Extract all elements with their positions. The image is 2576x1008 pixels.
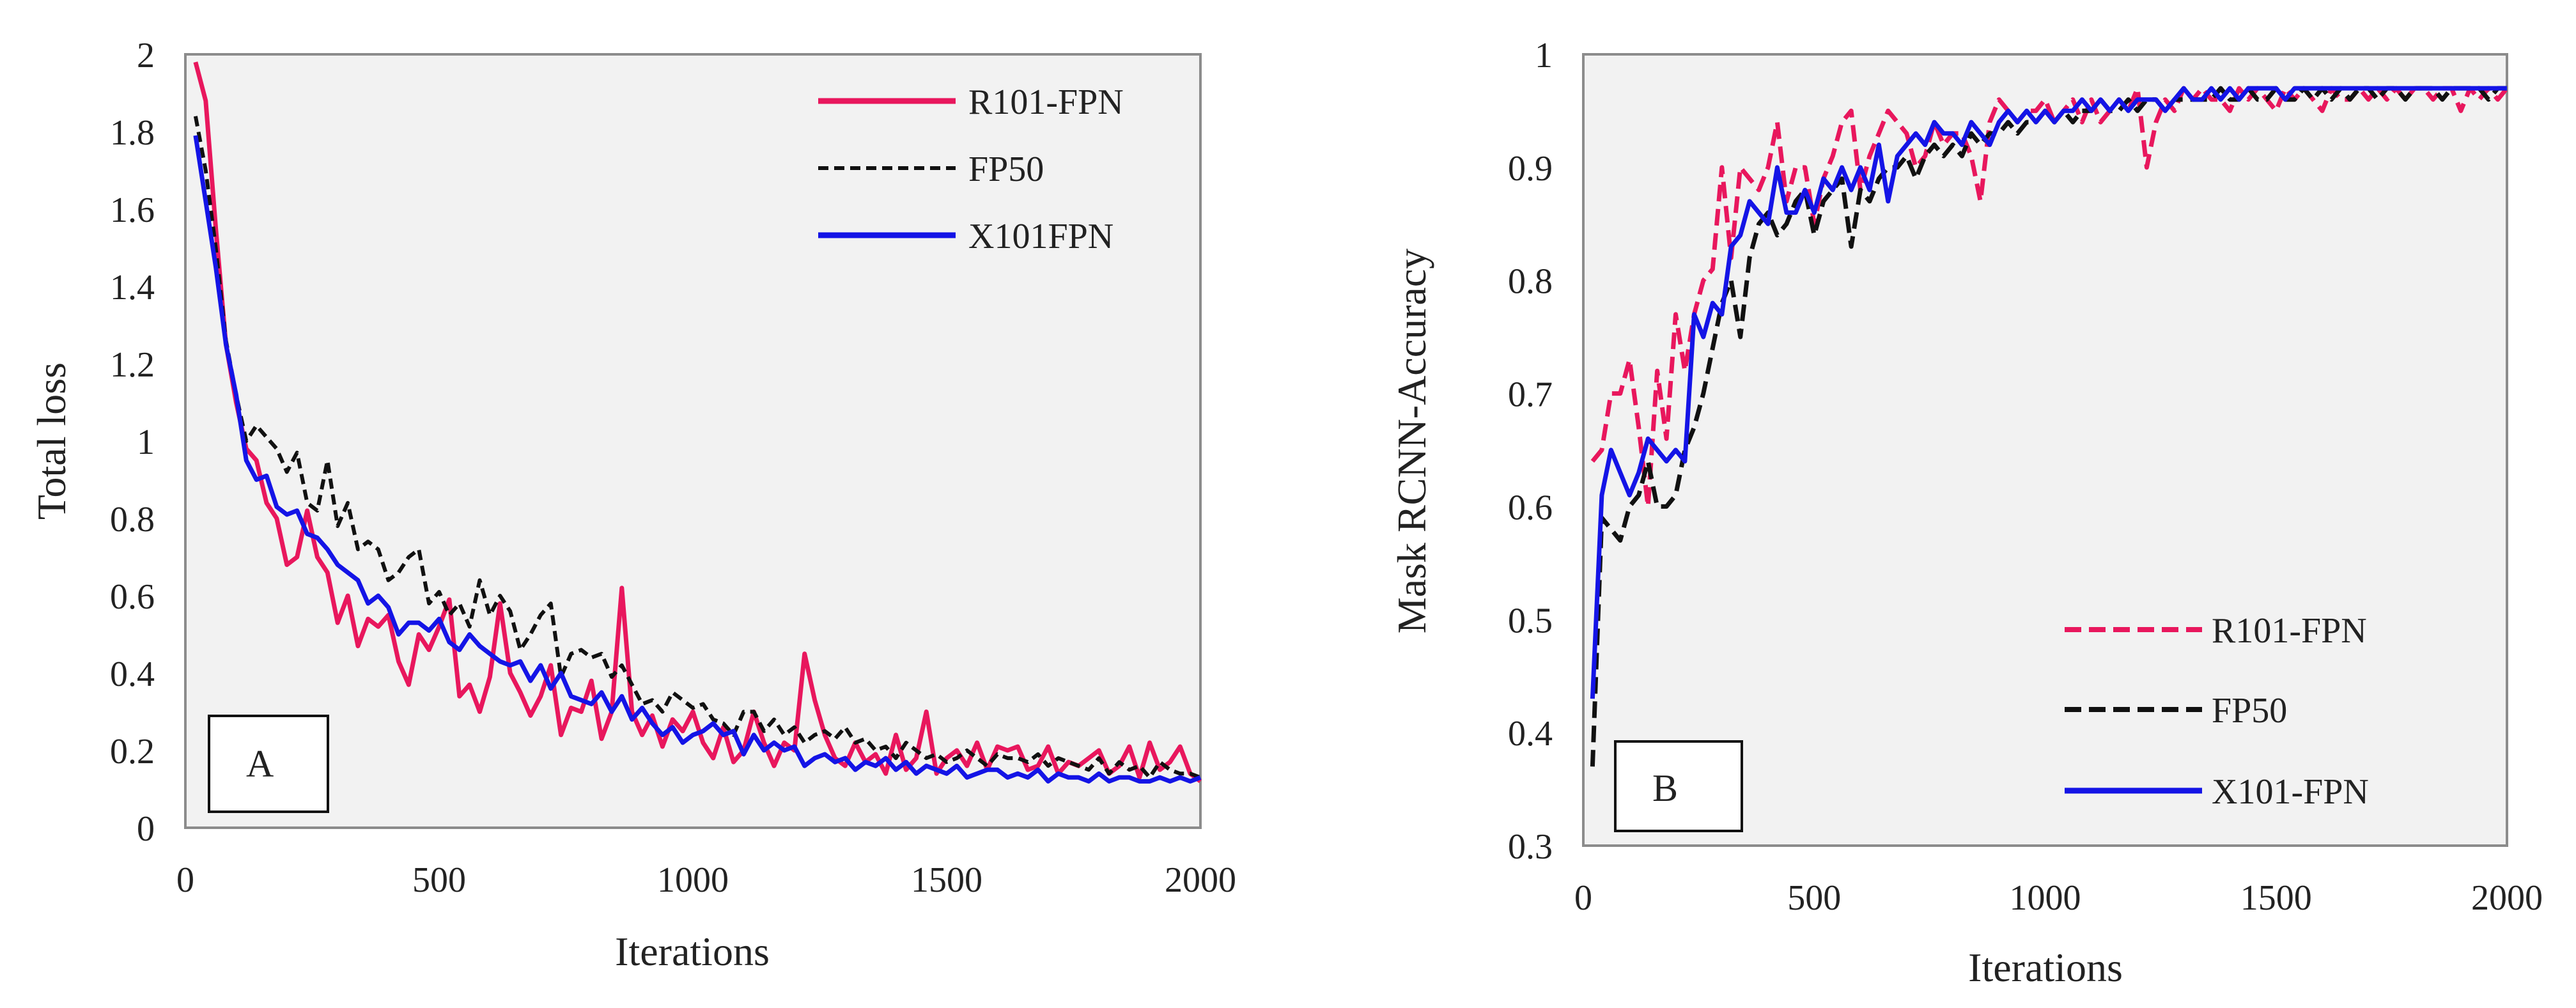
y-tick-label: 1 bbox=[1535, 36, 1553, 75]
y-tick-label: 0.7 bbox=[1508, 375, 1553, 415]
legend-b-label-x101: X101-FPN bbox=[2212, 772, 2369, 812]
x-tick-label: 1000 bbox=[2010, 878, 2081, 918]
panel-label-box-a bbox=[208, 715, 329, 813]
y-tick-label: 1.6 bbox=[110, 190, 155, 230]
series-lines-b bbox=[1590, 86, 2509, 767]
chart-panel-b: 0 500 1000 1500 2000 0.30.40.50.60.70.80.91 … bbox=[1389, 36, 2543, 990]
x-tick-label: 1500 bbox=[2240, 878, 2312, 918]
y-tick-label: 0.4 bbox=[1508, 714, 1553, 754]
y-tick-label: 1.8 bbox=[110, 113, 155, 153]
legend-b-label-r101: R101-FPN bbox=[2212, 611, 2367, 651]
series-line-x101-fpn bbox=[1590, 86, 2507, 699]
y-tick-label: 0.4 bbox=[110, 655, 155, 694]
plot-area-a bbox=[184, 53, 1202, 829]
legend-b: R101-FPN FP50 X101-FPN bbox=[2065, 611, 2369, 812]
x-tick-label: 500 bbox=[412, 860, 466, 900]
x-tick-label: 0 bbox=[176, 860, 194, 900]
y-axis-title-b: Mask RCNN-Accuracy bbox=[1389, 249, 1434, 634]
y-tick-label: 0.8 bbox=[110, 500, 155, 539]
x-tick-label: 2000 bbox=[2471, 878, 2543, 918]
y-tick-label: 0.2 bbox=[110, 732, 155, 772]
x-axis-title-b: Iterations bbox=[1968, 945, 2123, 990]
legend-a: R101-FPN FP50 X101FPN bbox=[818, 82, 1124, 256]
legend-a-entry-r101: R101-FPN bbox=[818, 82, 1124, 122]
y-tick-labels-b: 0.3 0.4 0.5 0.6 0.7 0.8 0.9 1 bbox=[1508, 36, 1553, 867]
chart-panel-a: 0 500 1000 1500 2000 0 0.2 0.4 0.6 0.8 1 1.2 1.4 1.6… bbox=[29, 36, 1236, 974]
axis-frame-a bbox=[184, 54, 1200, 829]
legend-b-entry-x101: X101-FPN bbox=[2065, 772, 2369, 812]
y-tick-label: 0.9 bbox=[1508, 149, 1553, 189]
series-line-r101-fpn bbox=[193, 61, 1202, 784]
y-tick-label: 0.3 bbox=[1508, 827, 1553, 867]
series-lines-a bbox=[193, 61, 1202, 784]
series-line-fp50 bbox=[1590, 86, 2507, 767]
panel-label-box-b bbox=[1614, 740, 1743, 832]
x-tick-label: 1000 bbox=[657, 860, 729, 900]
y-tick-labels-a: 0 0.2 0.4 0.6 0.8 1 1.2 1.4 1.6 1.8 2 bbox=[110, 36, 155, 849]
x-tick-labels-b: 0 500 1000 1500 2000 bbox=[1574, 878, 2543, 918]
y-tick-label: 0.5 bbox=[1508, 601, 1553, 640]
panel-label-a: A bbox=[246, 743, 274, 785]
panel-label-b: B bbox=[1652, 767, 1678, 809]
y-tick-label: 1.2 bbox=[110, 345, 155, 385]
series-line-fp50 bbox=[193, 116, 1202, 780]
legend-b-entry-r101: R101-FPN bbox=[2065, 611, 2367, 651]
y-tick-label: 1 bbox=[137, 423, 155, 462]
y-tick-label: 0.6 bbox=[1508, 488, 1553, 527]
x-tick-label: 500 bbox=[1787, 878, 1841, 918]
legend-a-label-fp50: FP50 bbox=[968, 150, 1044, 189]
legend-a-entry-x101: X101FPN bbox=[818, 217, 1113, 256]
legend-b-entry-fp50: FP50 bbox=[2065, 691, 2287, 731]
y-tick-label: 2 bbox=[137, 36, 155, 75]
y-tick-label: 0.6 bbox=[110, 577, 155, 617]
axis-frame-b bbox=[1582, 54, 2507, 847]
x-tick-label: 0 bbox=[1574, 878, 1592, 918]
series-line-x101fpn bbox=[193, 135, 1202, 784]
legend-a-label-r101: R101-FPN bbox=[968, 82, 1124, 122]
x-axis-title-a: Iterations bbox=[615, 929, 770, 974]
y-tick-label: 0 bbox=[137, 809, 155, 849]
x-tick-label: 1500 bbox=[911, 860, 982, 900]
legend-a-label-x101: X101FPN bbox=[968, 217, 1113, 256]
y-tick-label: 0.8 bbox=[1508, 262, 1553, 302]
y-tick-label: 1.4 bbox=[110, 268, 155, 307]
y-axis-title-a: Total loss bbox=[29, 362, 74, 520]
legend-b-label-fp50: FP50 bbox=[2212, 691, 2287, 731]
x-tick-labels-a: 0 500 1000 1500 2000 bbox=[176, 860, 1236, 900]
legend-a-entry-fp50: FP50 bbox=[818, 150, 1044, 189]
x-tick-label: 2000 bbox=[1165, 860, 1236, 900]
